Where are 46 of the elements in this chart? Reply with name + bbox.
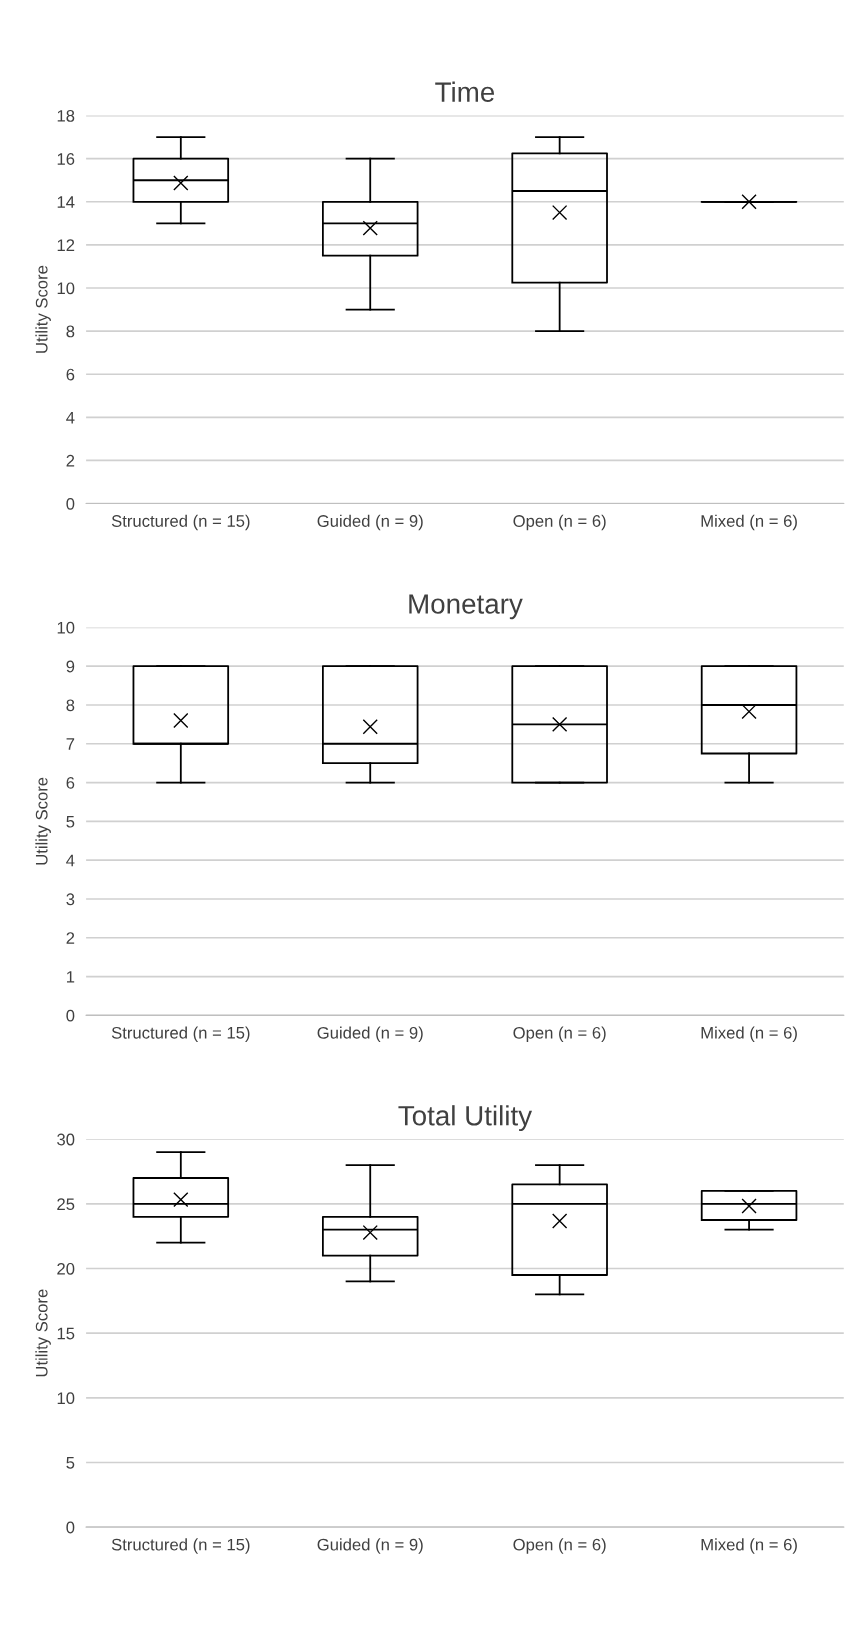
x-tick-label: Mixed (n = 6)	[701, 1538, 797, 1554]
y-tick-label: 16	[57, 153, 75, 165]
x-tick-label: Guided (n = 9)	[317, 1538, 423, 1554]
x-tick-label: Structured (n = 15)	[111, 1026, 250, 1042]
y-axis-title: Utility Score	[35, 1289, 51, 1377]
y-tick-label: 12	[57, 239, 75, 251]
y-tick-label: 1	[66, 971, 75, 983]
y-tick-label: 0	[66, 1009, 75, 1022]
chart-title: Time	[435, 81, 495, 102]
y-tick-label: 8	[66, 325, 75, 338]
y-tick-label: 0	[66, 1521, 75, 1534]
y-tick-label: 10	[57, 1392, 75, 1405]
y-tick-label: 10	[57, 621, 75, 634]
y-tick-label: 25	[57, 1198, 75, 1211]
y-tick-label: 20	[57, 1262, 75, 1275]
x-tick-label: Guided (n = 9)	[317, 1026, 423, 1042]
x-tick-label: Mixed (n = 6)	[701, 1026, 797, 1042]
chart-title: Monetary	[409, 594, 523, 620]
y-tick-label: 8	[66, 699, 75, 712]
y-tick-label: 5	[66, 815, 75, 828]
y-tick-label: 4	[66, 854, 75, 867]
x-tick-label: Structured (n = 15)	[111, 1538, 250, 1554]
y-tick-label: 18	[57, 109, 75, 122]
y-tick-label: 15	[57, 1327, 75, 1340]
x-tick-label: Open (n = 6)	[513, 1538, 606, 1554]
y-tick-label: 7	[66, 738, 75, 750]
y-tick-label: 4	[66, 411, 75, 424]
y-tick-label: 30	[57, 1133, 75, 1146]
y-tick-label: 3	[66, 893, 75, 906]
y-tick-label: 5	[66, 1457, 75, 1469]
x-tick-label: Structured (n = 15)	[111, 514, 250, 531]
y-tick-label: 10	[57, 282, 75, 295]
x-tick-label: Guided (n = 9)	[317, 514, 423, 531]
y-tick-label: 14	[57, 196, 75, 208]
chart-title: Total Utility	[398, 1105, 533, 1132]
y-tick-label: 6	[66, 368, 75, 381]
x-tick-label: Mixed (n = 6)	[701, 514, 797, 531]
y-tick-label: 6	[66, 776, 75, 789]
y-tick-label: 0	[66, 497, 75, 510]
y-axis-title: Utility Score	[35, 265, 51, 353]
x-tick-label: Open (n = 6)	[513, 514, 606, 531]
y-tick-label: 9	[66, 660, 75, 673]
y-tick-label: 2	[66, 454, 75, 467]
y-tick-label: 2	[66, 932, 75, 944]
y-axis-title: Utility Score	[35, 777, 51, 865]
x-tick-label: Open (n = 6)	[513, 1026, 606, 1043]
